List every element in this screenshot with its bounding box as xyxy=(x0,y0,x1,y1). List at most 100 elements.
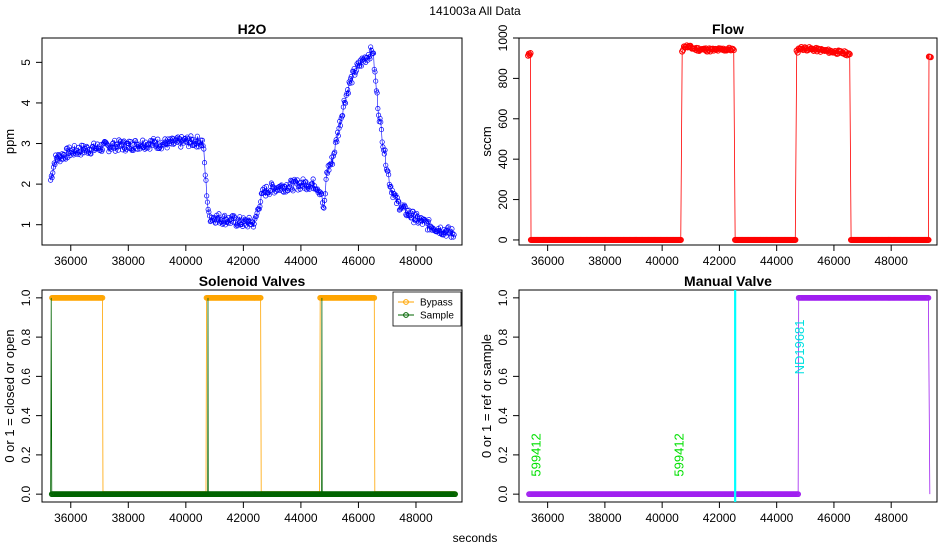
h2o-data-point xyxy=(332,149,338,155)
h2o-data-point xyxy=(345,87,351,93)
h2o-data-point xyxy=(391,191,397,197)
h2o-data-point xyxy=(201,160,208,166)
flow-data-point xyxy=(820,46,828,54)
sample-data-point xyxy=(452,491,458,498)
y-tick-label: 0.0 xyxy=(496,485,510,502)
solenoid-panel: Solenoid Valves 36000 38000 40000 42000 44000… xyxy=(2,273,463,525)
h2o-data-point xyxy=(317,189,323,195)
h2o-data-point xyxy=(383,162,389,168)
h2o-data-point xyxy=(268,188,274,194)
h2o-data-point xyxy=(84,143,90,150)
h2o-data-point xyxy=(356,63,362,69)
manual-marks xyxy=(526,290,932,502)
h2o-title: H2O xyxy=(238,21,267,37)
h2o-data-point xyxy=(97,147,103,154)
h2o-data-point xyxy=(253,213,259,219)
x-tick-label: 40000 xyxy=(645,511,679,525)
h2o-data-point xyxy=(416,219,422,225)
x-tick-label: 46000 xyxy=(342,511,376,525)
h2o-data-point xyxy=(353,68,359,74)
h2o-data-point xyxy=(262,189,268,195)
y-tick-label: 600 xyxy=(496,108,510,128)
bypass-data-point xyxy=(371,294,378,301)
y-tick-label: 0.2 xyxy=(19,446,33,463)
manual-data-point xyxy=(795,491,802,498)
legend: Bypass Sample xyxy=(392,291,462,327)
annotation-label: ND19681 xyxy=(792,319,807,374)
annotation-label: 599412 xyxy=(528,433,543,476)
h2o-data-point xyxy=(81,147,87,153)
flow-data-point xyxy=(925,236,932,244)
h2o-data-point xyxy=(219,221,226,227)
h2o-data-point xyxy=(247,218,253,224)
h2o-data-point xyxy=(424,220,430,226)
h2o-data-point xyxy=(368,44,374,50)
h2o-data-point xyxy=(167,136,173,142)
h2o-data-point xyxy=(295,187,301,193)
h2o-data-point xyxy=(91,140,97,146)
x-tick-label: 36000 xyxy=(531,254,565,268)
x-tick-label: 46000 xyxy=(817,511,851,525)
h2o-data-point xyxy=(53,152,59,158)
h2o-data-point xyxy=(376,112,382,118)
h2o-data-point xyxy=(188,133,194,139)
h2o-data-point xyxy=(230,219,236,225)
flow-data-point xyxy=(927,54,934,61)
h2o-data-point xyxy=(355,62,361,68)
h2o-data-point xyxy=(244,219,250,225)
h2o-data-point xyxy=(345,90,351,96)
h2o-data-point xyxy=(148,141,154,147)
x-axis-label: seconds xyxy=(452,531,498,545)
h2o-data-point xyxy=(71,143,77,149)
h2o-data-point xyxy=(386,172,392,178)
h2o-data-point xyxy=(450,230,456,237)
y-tick-label: 0.4 xyxy=(19,407,33,424)
solenoid-y-axis-label: 0 or 1 = closed or open xyxy=(2,329,17,462)
flow-plot-frame xyxy=(518,37,938,246)
flow-data-point xyxy=(677,236,684,244)
h2o-data-point xyxy=(175,134,181,140)
h2o-data-point xyxy=(130,147,136,153)
flow-data-point xyxy=(845,50,852,57)
y-tick-label: 1 xyxy=(19,221,33,228)
flow-data-point xyxy=(792,236,799,244)
h2o-data-point xyxy=(142,146,148,152)
h2o-data-point xyxy=(168,141,175,147)
h2o-data-point xyxy=(201,146,207,152)
h2o-data-point xyxy=(379,139,385,145)
h2o-data-point xyxy=(135,146,141,152)
h2o-data-point xyxy=(311,186,317,192)
h2o-data-point xyxy=(117,143,123,149)
flow-y-axis-label: sccm xyxy=(479,126,494,156)
flow-data-point xyxy=(527,50,534,57)
h2o-data-point xyxy=(426,217,432,223)
h2o-data-point xyxy=(378,127,385,133)
x-tick-label: 42000 xyxy=(703,254,737,268)
h2o-data-point xyxy=(49,175,55,181)
flow-marks xyxy=(525,42,934,244)
h2o-data-point xyxy=(424,227,431,233)
h2o-data-point xyxy=(329,161,336,167)
h2o-data-point xyxy=(312,183,318,189)
x-tick-label: 38000 xyxy=(112,511,146,525)
h2o-data-point xyxy=(252,216,258,222)
solenoid-title: Solenoid Valves xyxy=(199,273,306,289)
h2o-data-point xyxy=(296,184,302,190)
h2o-data-point xyxy=(335,133,341,139)
h2o-data-point xyxy=(336,125,342,131)
h2o-data-point xyxy=(322,197,328,203)
h2o-plot-frame xyxy=(41,37,463,246)
h2o-data-point xyxy=(370,50,377,56)
h2o-data-point xyxy=(364,55,370,61)
h2o-data-point xyxy=(117,138,123,144)
y-tick-label: 5 xyxy=(19,59,33,66)
h2o-data-point xyxy=(327,161,333,168)
h2o-data-point xyxy=(323,176,329,182)
x-tick-label: 40000 xyxy=(169,254,203,268)
x-tick-label: 48000 xyxy=(875,511,909,525)
legend-swatch-point xyxy=(403,312,409,318)
h2o-data-point xyxy=(271,190,277,196)
h2o-data-point xyxy=(108,146,114,152)
h2o-data-point xyxy=(204,199,210,205)
